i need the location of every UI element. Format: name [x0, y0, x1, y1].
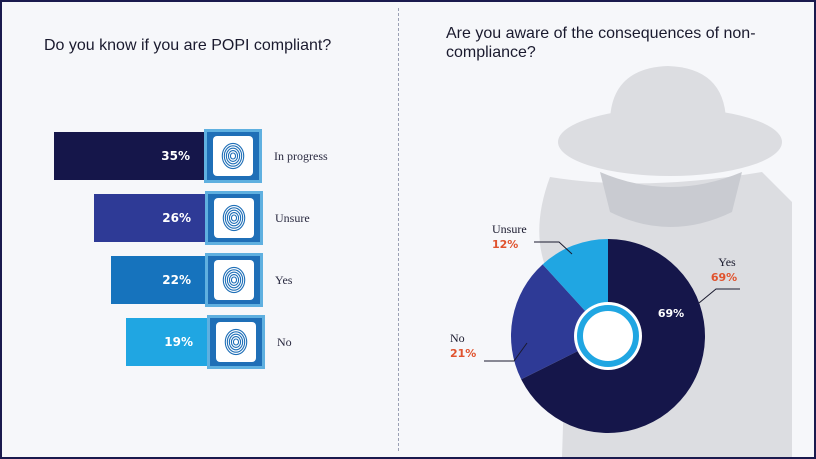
pie-value-label: 12% — [492, 238, 518, 251]
bar-value-label: 26% — [162, 211, 191, 225]
pie-slice-no — [511, 264, 608, 380]
pie-value-label: 69% — [711, 271, 737, 284]
bar-category-label: In progress — [274, 149, 328, 163]
bar-category-label: Unsure — [275, 211, 310, 225]
bar-chart-title: Do you know if you are POPI compliant? — [44, 37, 332, 54]
pie-inner-label: 69% — [658, 307, 684, 320]
bar-in-progress: 35% — [54, 132, 204, 180]
pie-category-label: Yes — [718, 255, 736, 269]
fingerprint-icon — [216, 322, 256, 362]
pie-chart-title: Are you aware of the consequences of non… — [446, 25, 756, 61]
bar-value-label: 35% — [161, 149, 190, 163]
pie-category-label: No — [450, 331, 465, 345]
pie-leader-line — [534, 241, 573, 255]
fingerprint-box — [205, 253, 263, 307]
fingerprint-box — [207, 315, 265, 369]
pie-value-label: 21% — [450, 347, 476, 360]
fingerprint-box — [204, 129, 262, 183]
pie-leader-line — [484, 342, 528, 362]
bar-value-label: 19% — [164, 335, 193, 349]
pie-leader-line — [698, 288, 740, 304]
bar-unsure: 26% — [94, 194, 205, 242]
donut-ring — [577, 305, 639, 367]
fingerprint-icon — [214, 198, 254, 238]
fingerprint-box — [205, 191, 263, 245]
bar-category-label: Yes — [275, 273, 293, 287]
bar-value-label: 22% — [162, 273, 191, 287]
bar-no: 19% — [126, 318, 207, 366]
fingerprint-icon — [213, 136, 253, 176]
pie-category-label: Unsure — [492, 222, 527, 236]
panel-divider — [398, 8, 399, 451]
fingerprint-icon — [214, 260, 254, 300]
bar-yes: 22% — [111, 256, 205, 304]
bar-category-label: No — [277, 335, 292, 349]
